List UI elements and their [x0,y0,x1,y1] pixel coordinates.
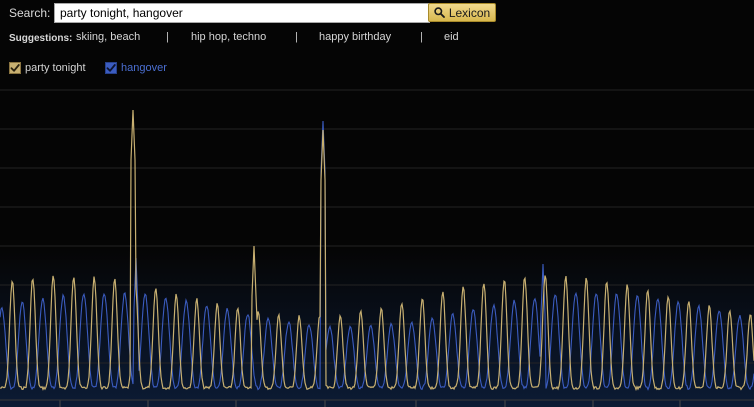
chart-gridlines [0,89,754,364]
series-legend: party tonight hangover [0,62,754,80]
legend-item-party-tonight[interactable]: party tonight [9,62,86,74]
frequency-chart [0,89,754,407]
suggestion-separator: | [166,31,169,43]
suggestions-bar: Suggestions: skiing, beach | hip hop, te… [0,30,754,46]
search-bar: Search: Lexicon [0,0,754,26]
checkbox-checked-icon[interactable] [9,62,21,74]
chart-glow [0,248,754,407]
x-axis-ticks [0,399,754,407]
checkbox-checked-icon[interactable] [105,62,117,74]
hangover-series-line [0,120,754,391]
party-tonight-series-line [0,109,754,392]
legend-item-hangover[interactable]: hangover [105,62,167,74]
suggestion-eid[interactable]: eid [444,31,459,43]
legend-label-hangover: hangover [121,62,167,74]
suggestion-separator: | [420,31,423,43]
search-label: Search: [9,6,51,20]
legend-label-party-tonight: party tonight [25,62,86,74]
suggestion-skiing-beach[interactable]: skiing, beach [76,31,141,43]
search-icon [434,7,445,18]
search-input[interactable] [54,3,430,23]
suggestion-separator: | [295,31,298,43]
suggestions-label: Suggestions: [9,33,73,44]
lexicon-button-label: Lexicon [448,5,491,20]
lexicon-button[interactable]: Lexicon [428,3,496,22]
suggestion-hip-hop-techno[interactable]: hip hop, techno [191,31,267,43]
suggestion-happy-birthday[interactable]: happy birthday [319,31,392,43]
